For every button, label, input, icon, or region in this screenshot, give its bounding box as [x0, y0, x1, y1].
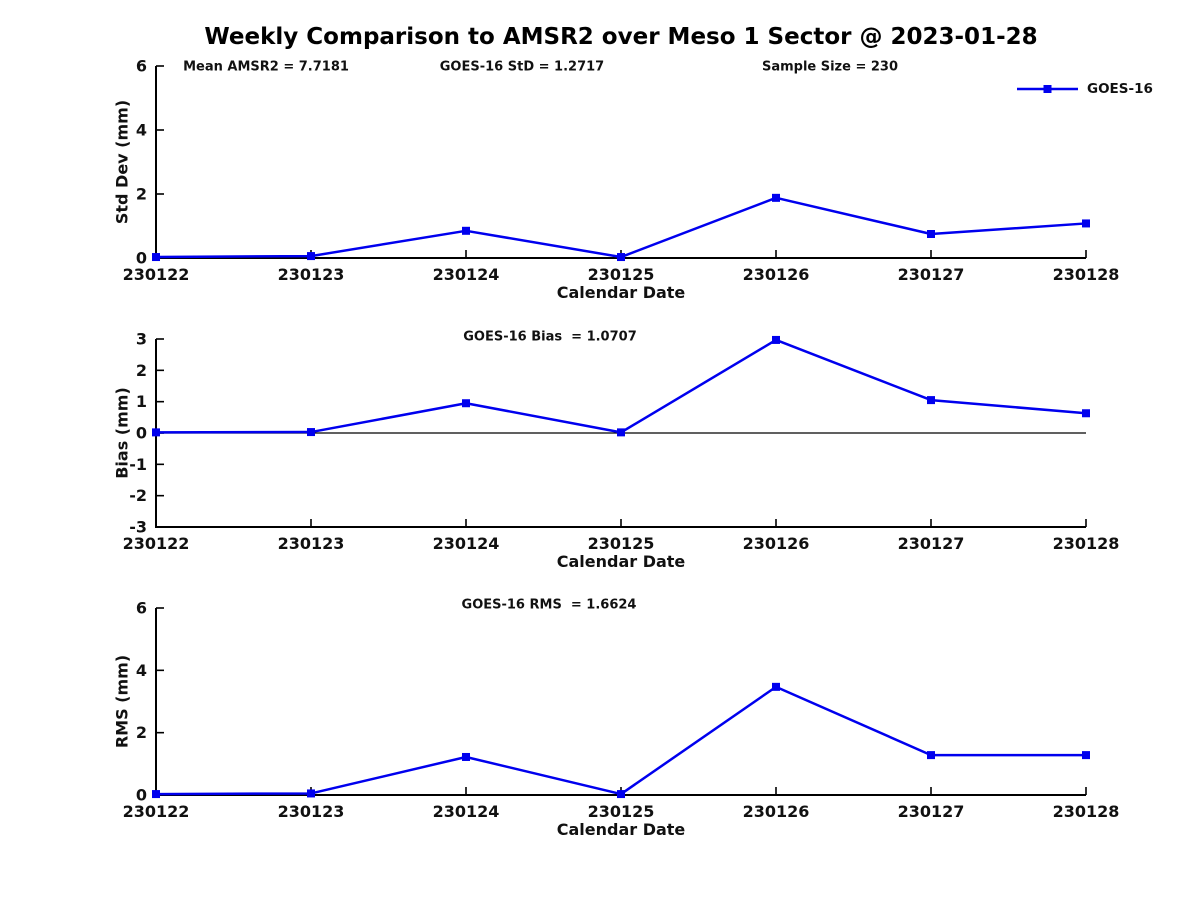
x-tick-label: 230128	[1053, 534, 1120, 553]
x-tick-label: 230127	[898, 802, 965, 821]
data-point-marker	[772, 335, 780, 344]
stat-annotation: Mean AMSR2 = 7.7181	[183, 60, 349, 75]
x-axis-label: Calendar Date	[557, 283, 686, 302]
x-tick-label: 230124	[433, 802, 500, 821]
x-tick-label: 230126	[743, 534, 810, 553]
data-point-marker	[927, 230, 935, 238]
data-point-marker	[617, 790, 625, 799]
x-tick-label: 230125	[588, 802, 655, 821]
data-point-marker	[307, 789, 315, 798]
data-point-marker	[462, 752, 470, 761]
x-tick-label: 230122	[123, 265, 190, 284]
y-axis-label: Bias (mm)	[113, 387, 132, 479]
y-axis-label: RMS (mm)	[113, 655, 132, 748]
y-tick-label: 1	[136, 392, 147, 411]
y-tick-label: -1	[129, 455, 147, 474]
data-point-marker	[152, 428, 160, 437]
data-point-marker	[927, 396, 935, 405]
y-tick-label: 0	[136, 786, 147, 805]
data-point-marker	[617, 428, 625, 437]
chart-rms: 0 2 4 6 230122 230123 230124 230125 230126 230127…	[113, 598, 1120, 840]
stat-annotation: GOES-16 StD = 1.2717	[440, 60, 604, 75]
legend-marker	[1043, 85, 1052, 93]
y-tick-label: 3	[136, 330, 147, 349]
x-tick-label: 230126	[743, 802, 810, 821]
data-point-marker	[1082, 409, 1090, 418]
stat-annotation: Sample Size = 230	[762, 60, 898, 75]
y-tick-label: 0	[136, 424, 147, 443]
data-point-marker	[462, 399, 470, 408]
data-point-marker	[927, 751, 935, 760]
data-point-marker	[307, 428, 315, 437]
y-tick-label: 2	[136, 723, 147, 742]
data-point-marker	[772, 682, 780, 691]
data-point-marker	[617, 253, 625, 262]
y-tick-label: 2	[136, 185, 147, 204]
x-tick-label: 230123	[278, 534, 345, 553]
x-tick-label: 230123	[278, 802, 345, 821]
data-point-marker	[772, 193, 780, 202]
data-point-marker	[152, 253, 160, 262]
x-tick-label: 230127	[898, 265, 965, 284]
data-point-marker	[1082, 751, 1090, 760]
stat-annotation: GOES-16 RMS = 1.6624	[462, 598, 637, 613]
x-tick-label: 230126	[743, 265, 810, 284]
y-tick-label: 6	[136, 57, 147, 76]
series-line-goes-16	[155, 338, 1087, 434]
x-tick-label: 230122	[123, 534, 190, 553]
stat-annotation: GOES-16 Bias = 1.0707	[463, 330, 637, 345]
x-tick-label: 230122	[123, 802, 190, 821]
series-line-goes-16	[155, 196, 1087, 259]
figure-title: Weekly Comparison to AMSR2 over Meso 1 S…	[204, 24, 1038, 50]
y-tick-label: -3	[129, 518, 147, 537]
x-tick-label: 230125	[588, 265, 655, 284]
y-tick-label: -2	[129, 486, 147, 505]
data-point-marker	[152, 790, 160, 799]
x-tick-label: 230128	[1053, 802, 1120, 821]
legend: GOES-16	[1017, 81, 1153, 97]
axes-frame	[155, 608, 1086, 796]
y-tick-label: 4	[136, 661, 147, 680]
y-tick-label: 6	[136, 599, 147, 618]
y-axis-label: Std Dev (mm)	[113, 100, 132, 224]
chart-bias: -3 -2 -1 0 1 2 3 230122 230123 230124 230125 230126…	[113, 330, 1120, 572]
y-tick-label: 4	[136, 121, 147, 140]
data-point-marker	[462, 226, 470, 235]
x-tick-label: 230124	[433, 534, 500, 553]
x-tick-label: 230123	[278, 265, 345, 284]
data-point-marker	[1082, 219, 1090, 228]
x-axis-label: Calendar Date	[557, 552, 686, 571]
data-point-marker	[307, 252, 315, 261]
series-line-goes-16	[155, 685, 1086, 796]
x-tick-label: 230124	[433, 265, 500, 284]
axes-frame	[155, 66, 1086, 259]
y-tick-label: 2	[136, 361, 147, 380]
x-axis-label: Calendar Date	[557, 820, 686, 839]
chart-std-dev: 0 2 4 6 230122 230123 230124 230125 230126 230127…	[113, 57, 1120, 303]
x-tick-label: 230127	[898, 534, 965, 553]
y-tick-label: 0	[136, 249, 147, 268]
x-tick-label: 230128	[1053, 265, 1120, 284]
legend-label: GOES-16	[1087, 81, 1153, 97]
x-tick-label: 230125	[588, 534, 655, 553]
